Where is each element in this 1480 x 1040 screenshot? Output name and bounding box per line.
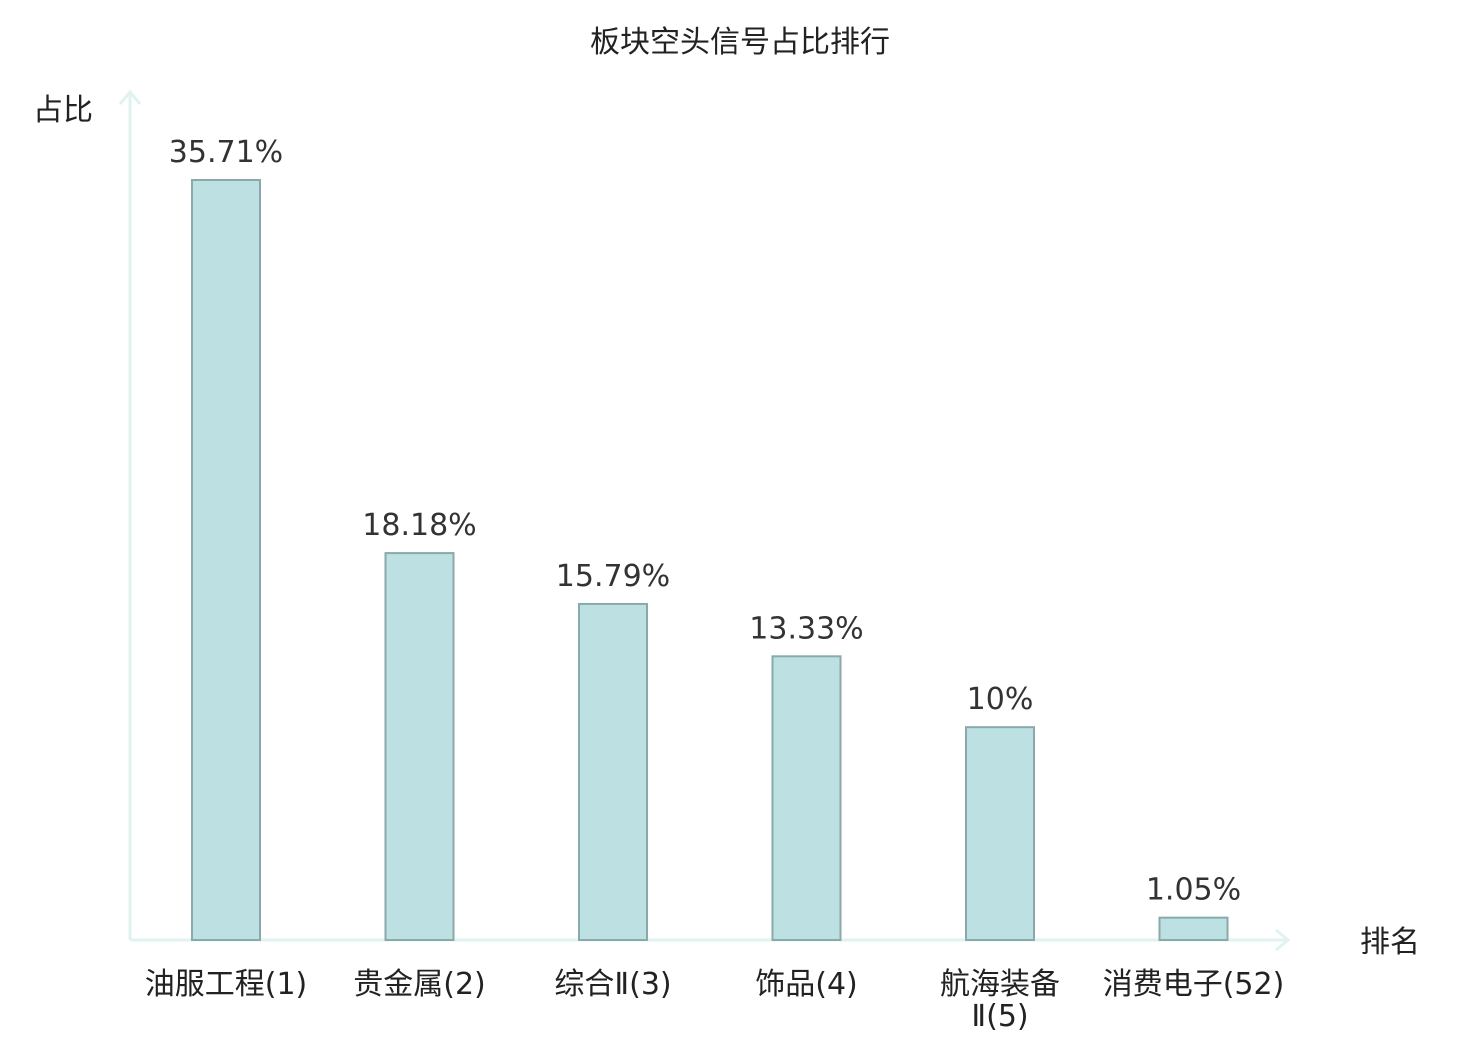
bar — [384, 552, 455, 942]
y-axis-title: 占比 — [33, 93, 93, 128]
bar — [771, 655, 842, 941]
category-label: 航海装备 Ⅱ(5) — [940, 967, 1060, 1034]
bar-value-label: 35.71% — [169, 135, 283, 170]
bar — [191, 179, 261, 941]
bar-value-label: 1.05% — [1146, 873, 1241, 908]
bar — [965, 726, 1035, 941]
bar-value-label: 18.18% — [362, 508, 476, 543]
y-axis — [118, 89, 142, 940]
bars-group: 35.71% 油服工程(1) 18.18% 贵金属(2) 15.79% 综合Ⅱ(3) 13.… — [145, 135, 1285, 1034]
bar-value-label: 15.79% — [556, 559, 670, 594]
category-label: 消费电子(52) — [1103, 967, 1285, 1002]
category-label: 综合Ⅱ(3) — [554, 967, 671, 1002]
bar — [578, 602, 648, 941]
chart-title: 板块空头信号占比排行 — [590, 25, 890, 60]
x-axis-title: 排名 — [1360, 925, 1420, 960]
bar-value-label: 13.33% — [749, 611, 863, 646]
category-label: 饰品(4) — [755, 967, 858, 1002]
bar-value-label: 10% — [967, 682, 1034, 717]
x-axis — [130, 928, 1291, 952]
category-label: 贵金属(2) — [353, 967, 486, 1002]
bar — [1158, 916, 1229, 942]
category-label: 油服工程(1) — [145, 967, 308, 1002]
